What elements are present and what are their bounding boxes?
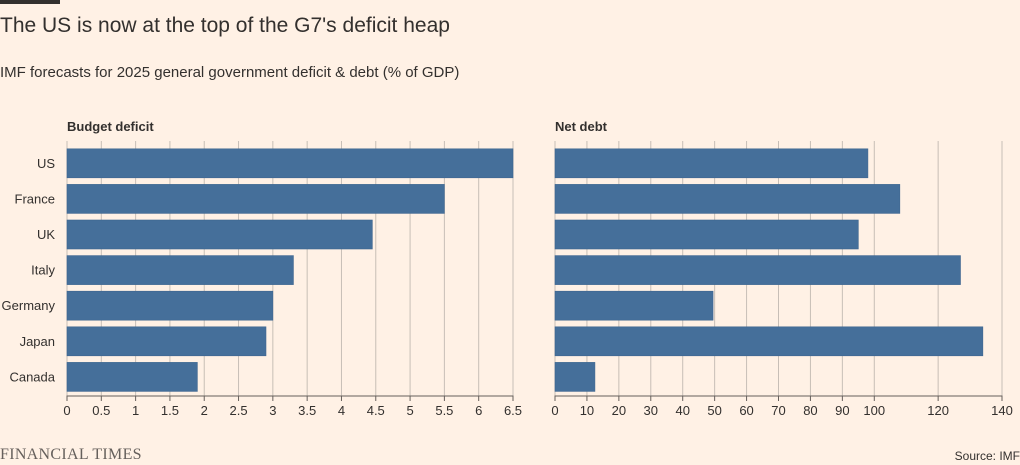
deficit-tick-label: 4: [338, 403, 345, 418]
deficit-tick-label: 1.5: [161, 403, 179, 418]
debt-bar-france: [554, 184, 901, 214]
deficit-tick-label: 0: [63, 403, 70, 418]
debt-bar-japan: [554, 326, 984, 357]
deficit-bar-japan: [66, 326, 267, 357]
deficit-panel-title: Budget deficit: [67, 119, 154, 134]
deficit-tick-label: 1: [132, 403, 139, 418]
debt-bar-canada: [554, 362, 596, 392]
chart-subtitle: IMF forecasts for 2025 general governmen…: [0, 64, 460, 81]
deficit-bar-italy: [66, 255, 294, 285]
category-label-uk: UK: [37, 227, 55, 242]
deficit-tick-label: 5.5: [435, 403, 453, 418]
deficit-tick-label: 3: [269, 403, 276, 418]
chart-title: The US is now at the top of the G7's def…: [0, 14, 450, 37]
debt-bar-us: [554, 148, 869, 179]
deficit-tick-label: 2.5: [229, 403, 247, 418]
category-label-france: France: [15, 191, 55, 206]
debt-tick-label: 70: [771, 403, 785, 418]
debt-tick-label: 30: [644, 403, 658, 418]
debt-tick-label: 0: [551, 403, 558, 418]
debt-tick-label: 50: [707, 403, 721, 418]
debt-tick-label: 60: [739, 403, 753, 418]
deficit-tick-label: 6: [475, 403, 482, 418]
debt-tick-label: 120: [927, 403, 949, 418]
debt-tick-label: 100: [863, 403, 885, 418]
debt-bar-germany: [554, 290, 714, 321]
debt-bar-italy: [554, 255, 961, 285]
source-note: Source: IMF: [954, 449, 1020, 463]
debt-tick-label: 40: [675, 403, 689, 418]
deficit-tick-label: 4.5: [367, 403, 385, 418]
debt-tick-label: 90: [835, 403, 849, 418]
deficit-bar-germany: [66, 290, 274, 321]
deficit-bar-uk: [66, 219, 373, 250]
debt-bar-uk: [554, 219, 859, 250]
financial-times-logo: FINANCIAL TIMES: [0, 446, 142, 463]
deficit-tick-label: 2: [201, 403, 208, 418]
deficit-tick-label: 6.5: [504, 403, 522, 418]
category-label-italy: Italy: [31, 263, 55, 278]
debt-tick-label: 140: [991, 403, 1013, 418]
debt-tick-label: 80: [803, 403, 817, 418]
deficit-bar-us: [66, 148, 514, 179]
deficit-tick-label: 5: [406, 403, 413, 418]
deficit-tick-label: 3.5: [298, 403, 316, 418]
debt-tick-label: 20: [612, 403, 626, 418]
deficit-bar-france: [66, 184, 445, 214]
category-label-japan: Japan: [20, 334, 55, 349]
debt-tick-label: 10: [580, 403, 594, 418]
deficit-bar-canada: [66, 362, 198, 392]
category-label-germany: Germany: [2, 298, 56, 313]
category-label-canada: Canada: [9, 369, 55, 384]
debt-panel-title: Net debt: [555, 119, 608, 134]
deficit-tick-label: 0.5: [92, 403, 110, 418]
category-label-us: US: [37, 156, 55, 171]
ft-top-rule: [0, 0, 60, 4]
